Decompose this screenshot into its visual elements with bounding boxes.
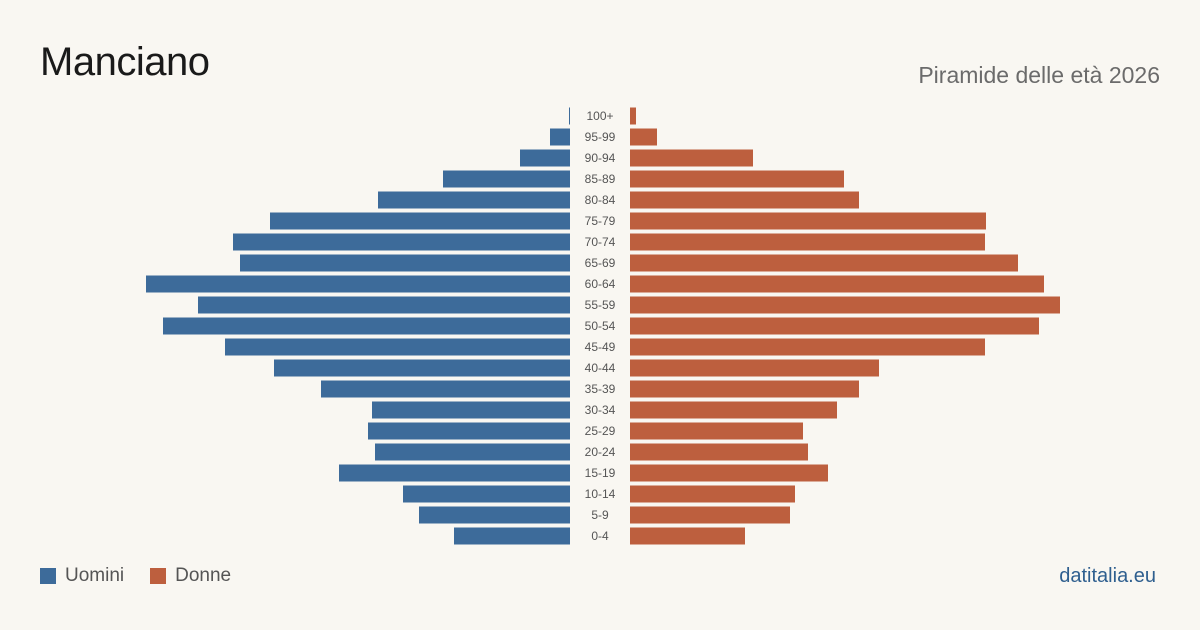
bar-women-50-54 bbox=[630, 317, 1039, 335]
bar-men-25-29 bbox=[368, 422, 570, 440]
legend-item-men: Uomini bbox=[40, 565, 124, 587]
bar-women-75-79 bbox=[630, 212, 986, 230]
age-label: 5-9 bbox=[591, 508, 609, 522]
brand-link[interactable]: datitalia.eu bbox=[1059, 565, 1156, 587]
age-label: 10-14 bbox=[585, 487, 616, 501]
age-label: 100+ bbox=[586, 109, 613, 123]
bar-women-40-44 bbox=[630, 359, 879, 377]
bar-women-15-19 bbox=[630, 464, 828, 482]
age-label: 25-29 bbox=[585, 424, 616, 438]
legend-label-men: Uomini bbox=[65, 565, 125, 586]
bar-men-55-59 bbox=[198, 296, 570, 314]
bar-men-75-79 bbox=[270, 212, 570, 230]
legend-label-women: Donne bbox=[175, 565, 232, 586]
bar-men-5-9 bbox=[419, 506, 570, 524]
age-label: 45-49 bbox=[585, 340, 616, 354]
age-label: 90-94 bbox=[585, 151, 616, 165]
bar-men-85-89 bbox=[443, 170, 570, 188]
age-label: 60-64 bbox=[585, 277, 616, 291]
bar-women-60-64 bbox=[630, 275, 1044, 293]
bar-men-20-24 bbox=[375, 443, 570, 461]
bar-men-95-99 bbox=[550, 128, 570, 146]
bar-men-10-14 bbox=[403, 485, 570, 503]
age-label: 20-24 bbox=[585, 445, 616, 459]
bar-men-35-39 bbox=[321, 380, 570, 398]
bar-men-90-94 bbox=[520, 149, 570, 167]
bar-women-95-99 bbox=[630, 128, 657, 146]
age-label: 65-69 bbox=[585, 256, 616, 270]
bar-men-45-49 bbox=[225, 338, 570, 356]
bar-women-55-59 bbox=[630, 296, 1060, 314]
bar-men-60-64 bbox=[146, 275, 570, 293]
age-label: 30-34 bbox=[585, 403, 616, 417]
bar-women-100+ bbox=[630, 107, 636, 125]
age-label: 0-4 bbox=[591, 529, 609, 543]
bar-women-25-29 bbox=[630, 422, 803, 440]
age-label: 40-44 bbox=[585, 361, 616, 375]
bar-men-65-69 bbox=[240, 254, 570, 272]
age-label: 70-74 bbox=[585, 235, 616, 249]
chart-title: Manciano bbox=[40, 40, 210, 84]
bar-men-80-84 bbox=[378, 191, 570, 209]
bar-men-70-74 bbox=[233, 233, 570, 251]
legend: Uomini Donne bbox=[40, 565, 257, 587]
bar-men-15-19 bbox=[339, 464, 570, 482]
age-label: 80-84 bbox=[585, 193, 616, 207]
age-label: 85-89 bbox=[585, 172, 616, 186]
legend-item-women: Donne bbox=[150, 565, 231, 587]
bar-women-10-14 bbox=[630, 485, 795, 503]
bar-women-45-49 bbox=[630, 338, 985, 356]
bar-men-50-54 bbox=[163, 317, 570, 335]
bar-women-70-74 bbox=[630, 233, 985, 251]
legend-swatch-men bbox=[40, 568, 56, 584]
age-label: 15-19 bbox=[585, 466, 616, 480]
bar-women-80-84 bbox=[630, 191, 859, 209]
bar-women-35-39 bbox=[630, 380, 859, 398]
age-label: 95-99 bbox=[585, 130, 616, 144]
age-label: 55-59 bbox=[585, 298, 616, 312]
bar-women-0-4 bbox=[630, 527, 745, 545]
age-label: 75-79 bbox=[585, 214, 616, 228]
bar-women-5-9 bbox=[630, 506, 790, 524]
legend-swatch-women bbox=[150, 568, 167, 584]
age-label: 50-54 bbox=[585, 319, 616, 333]
bar-men-100+ bbox=[569, 107, 570, 125]
bar-women-20-24 bbox=[630, 443, 808, 461]
bar-women-30-34 bbox=[630, 401, 837, 419]
bar-men-40-44 bbox=[274, 359, 570, 377]
bar-women-85-89 bbox=[630, 170, 844, 188]
bar-women-90-94 bbox=[630, 149, 753, 167]
bar-men-30-34 bbox=[372, 401, 570, 419]
bar-women-65-69 bbox=[630, 254, 1018, 272]
age-label: 35-39 bbox=[585, 382, 616, 396]
bar-men-0-4 bbox=[454, 527, 570, 545]
chart-subtitle: Piramide delle età 2026 bbox=[918, 62, 1160, 88]
